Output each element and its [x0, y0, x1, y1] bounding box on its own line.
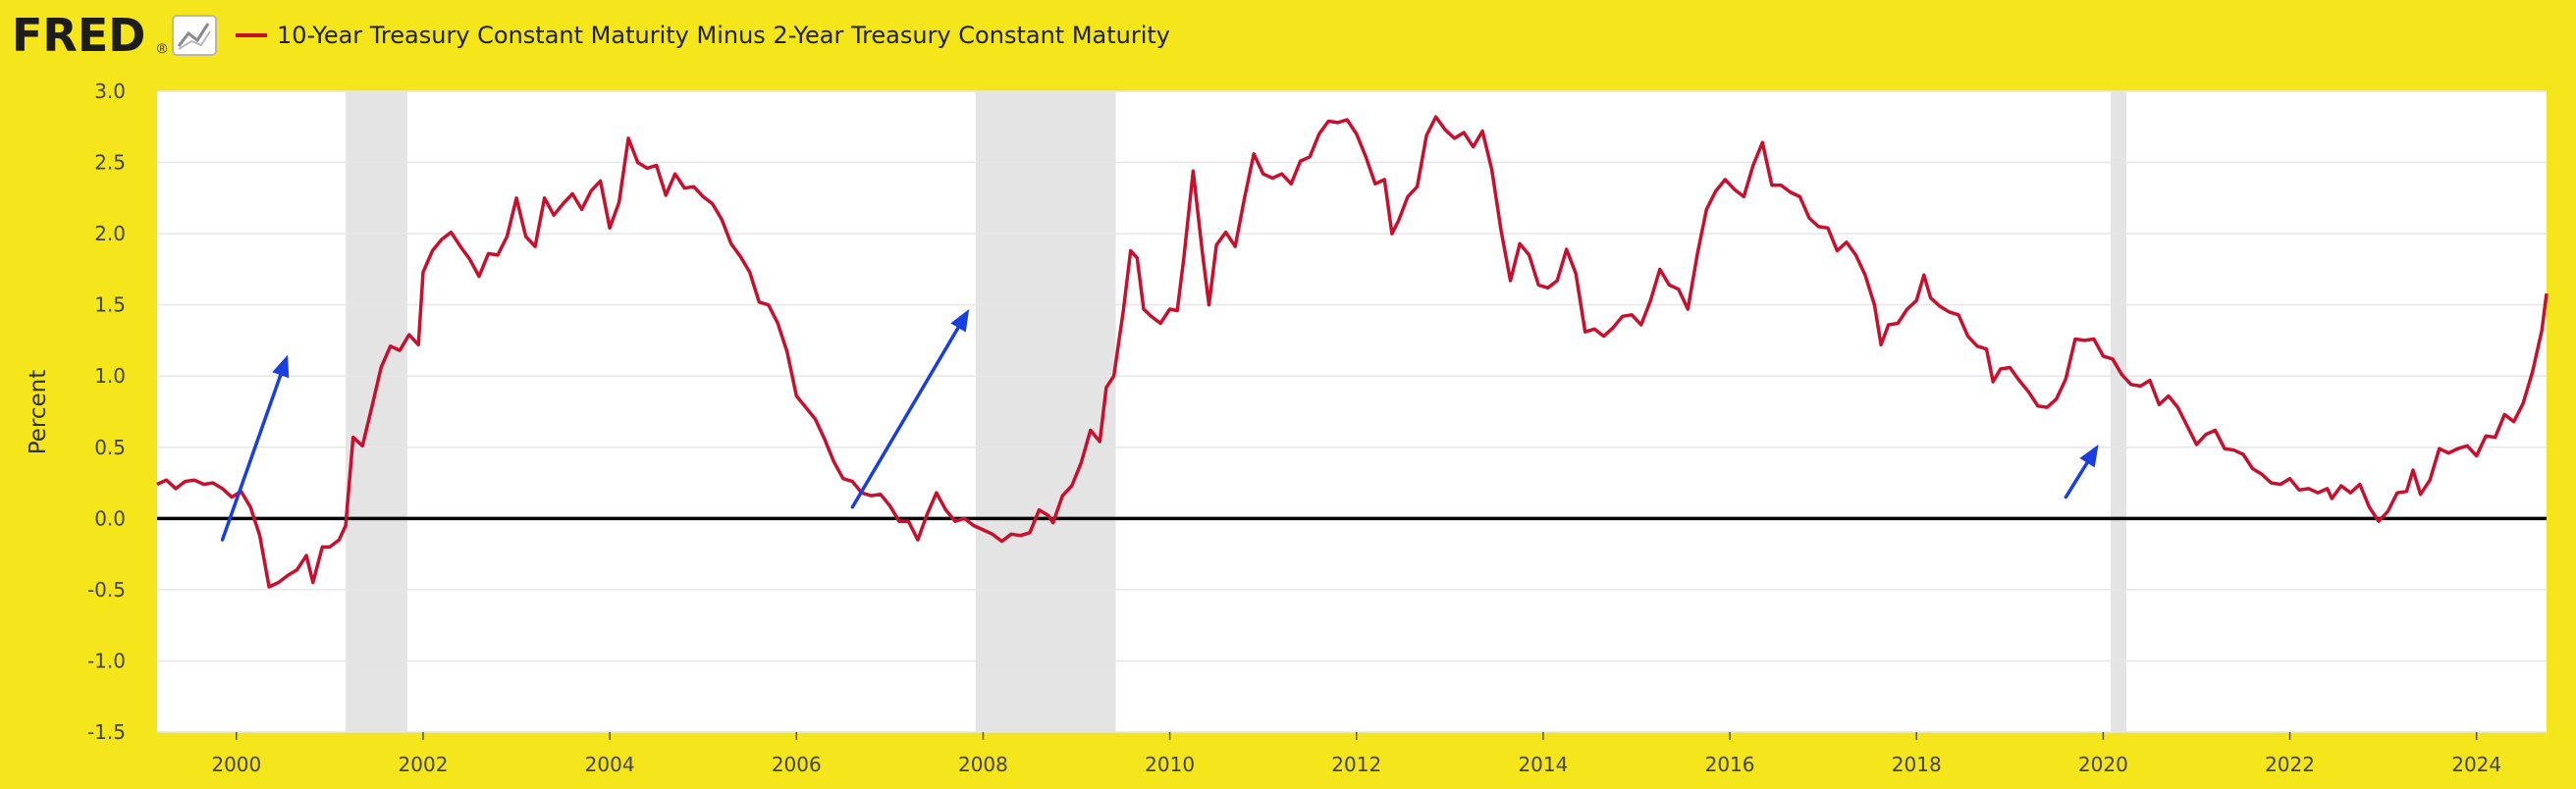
arrow-head	[2079, 444, 2099, 468]
x-tick-label: 2020	[2078, 753, 2128, 776]
annotation-arrows	[220, 309, 2099, 542]
line-chart-icon	[172, 15, 217, 56]
arrow-head	[950, 309, 970, 333]
recession-band-2	[975, 91, 1116, 732]
arrow-shaft	[2064, 460, 2089, 500]
gridlines	[157, 90, 2547, 733]
x-axis: 2000 2002 2004 2006 2008 2010 2012 2014 2016 2018…	[211, 732, 2501, 776]
recession-shading	[346, 91, 2127, 732]
x-tick-label: 2008	[958, 753, 1008, 776]
plot-area	[157, 91, 2547, 732]
x-tick-label: 2018	[1892, 753, 1942, 776]
y-tick-label: 0.5	[94, 436, 126, 459]
x-tick-label: 2002	[399, 753, 449, 776]
x-tick-label: 2004	[585, 753, 635, 776]
header: FRED ® 10-Year Treasury Constant Maturit…	[12, 9, 1170, 62]
y-axis-label: Percent	[26, 370, 51, 455]
annotation-arrow-2	[850, 309, 970, 509]
registered-mark: ®	[157, 40, 168, 56]
y-axis: -1.5 -1.0 -0.5 0.0 0.5 1.0 1.5 2.0 2.5 3.0	[87, 79, 126, 744]
arrow-shaft	[850, 326, 960, 509]
x-tick-label: 2022	[2265, 753, 2315, 776]
y-tick-label: 2.5	[94, 151, 126, 175]
y-tick-label: 2.0	[94, 222, 126, 245]
x-tick-label: 2006	[772, 753, 822, 776]
x-tick-label: 2024	[2451, 753, 2501, 776]
fred-logo[interactable]: FRED	[12, 9, 145, 62]
y-tick-label: 1.5	[94, 293, 126, 317]
recession-band-1	[346, 91, 407, 732]
x-tick-label: 2014	[1518, 753, 1568, 776]
y-tick-label: -1.0	[87, 649, 126, 672]
x-tick-label: 2010	[1145, 753, 1195, 776]
x-tick-label: 2012	[1331, 753, 1381, 776]
arrow-shaft	[220, 373, 283, 542]
y-tick-label: -1.5	[87, 720, 126, 744]
annotation-arrow-3	[2064, 444, 2099, 500]
series-title: 10-Year Treasury Constant Maturity Minus…	[277, 22, 1170, 49]
y-tick-label: 3.0	[94, 79, 126, 103]
y-tick-label: 0.0	[94, 506, 126, 530]
series-line	[156, 115, 2549, 589]
annotation-arrow-1	[220, 354, 290, 542]
arrow-head	[272, 354, 290, 379]
y-tick-label: -0.5	[87, 578, 126, 602]
x-tick-label: 2016	[1705, 753, 1755, 776]
y-tick-label: 1.0	[94, 364, 126, 388]
x-tick-label: 2000	[211, 753, 261, 776]
recession-band-3	[2110, 91, 2127, 732]
